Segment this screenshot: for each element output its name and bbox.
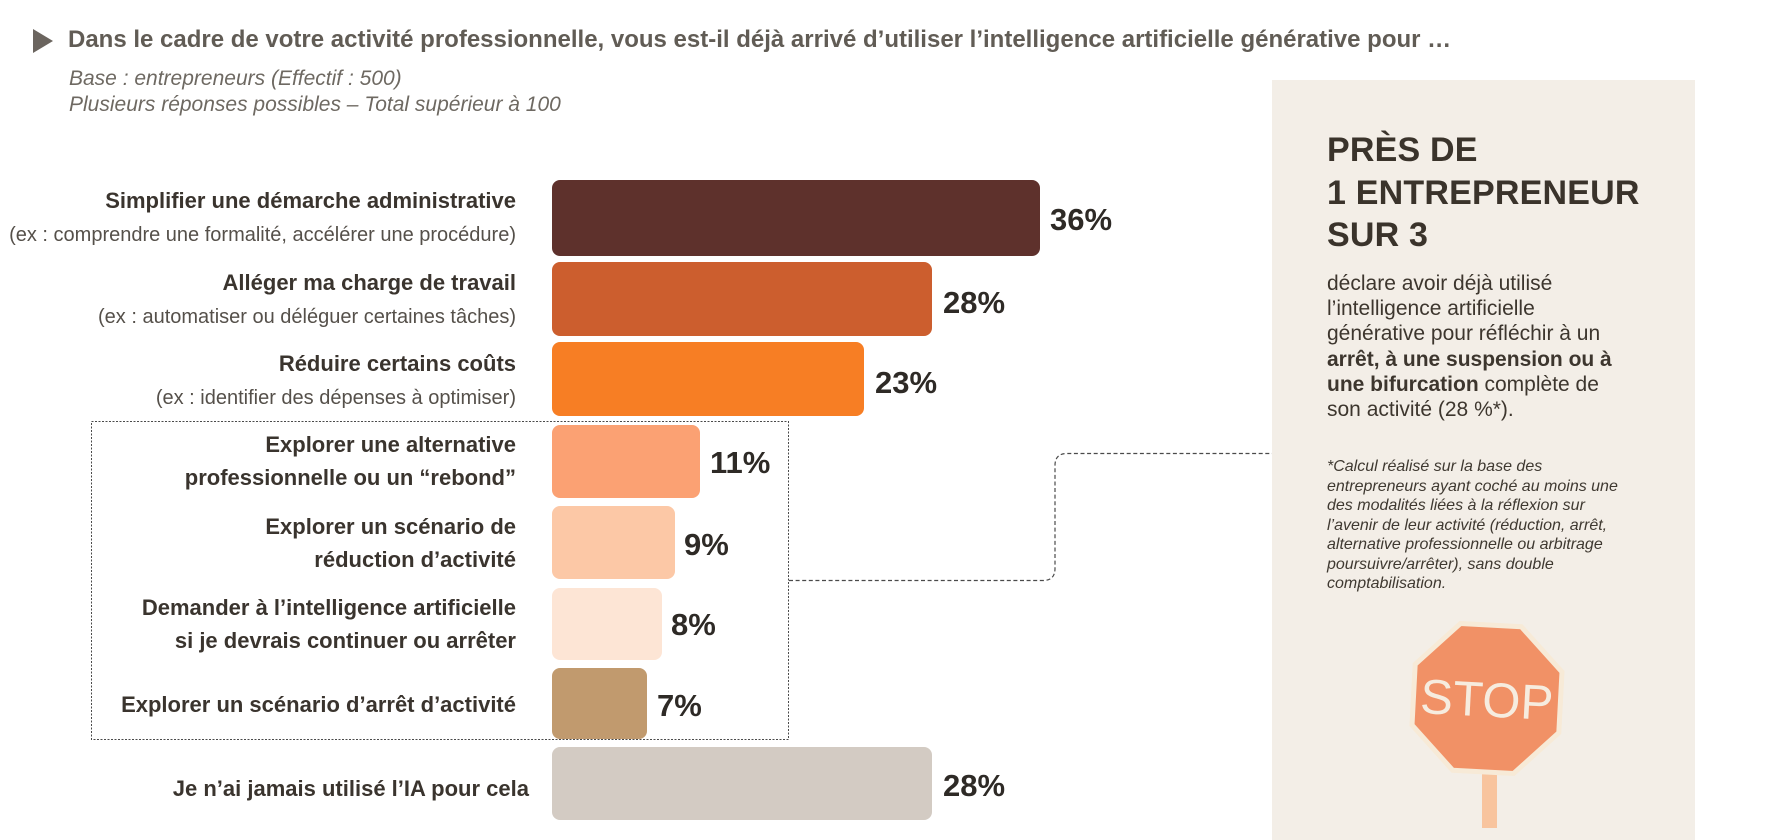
svg-text:STOP: STOP <box>1419 670 1555 731</box>
